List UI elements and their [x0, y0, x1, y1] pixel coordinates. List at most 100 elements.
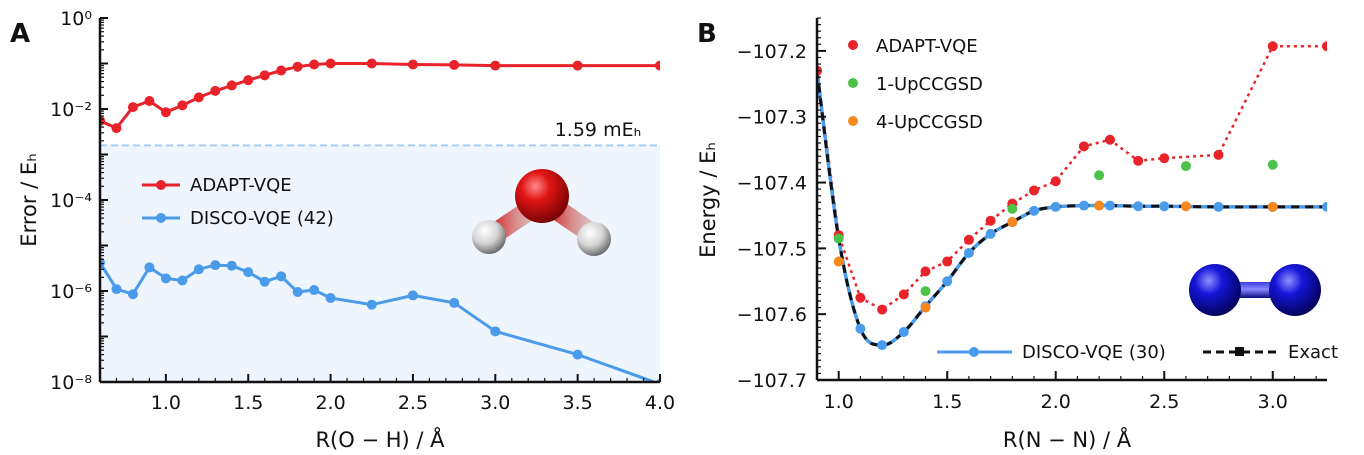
data-point-adapt-vqe: [572, 60, 583, 71]
data-point-adapt-vqe: [160, 107, 171, 118]
data-point-disco-vqe-30: [1133, 201, 1144, 212]
data-point-4-upccgsd: [1094, 200, 1105, 211]
data-point-adapt-vqe: [490, 60, 501, 71]
data-point-adapt-vqe: [243, 75, 254, 86]
data-point-adapt-vqe: [1213, 149, 1224, 160]
panel-b-x-tick-label: 2.5: [1149, 391, 1179, 413]
data-point-disco-vqe-42: [160, 273, 171, 284]
data-point-disco-vqe-42: [407, 290, 418, 301]
data-point-adapt-vqe: [210, 85, 221, 96]
data-point-adapt-vqe: [920, 266, 931, 277]
panel-a-y-tick-label: 10⁻⁸: [50, 372, 92, 394]
data-point-disco-vqe-42: [325, 293, 336, 304]
panel-b-label: B: [697, 19, 717, 49]
panel-b-x-tick-label: 2.0: [1041, 391, 1071, 413]
data-point-disco-vqe-42: [144, 262, 155, 273]
panel-a-y-tick-label: 10⁻²: [50, 99, 92, 121]
data-point-disco-vqe-42: [449, 297, 460, 308]
data-point-4-upccgsd: [1180, 201, 1191, 212]
water-molecule-image: [472, 169, 611, 256]
threshold-region: [100, 145, 660, 382]
panel-a-y-tick-label: 10⁻⁴: [50, 190, 92, 212]
data-point-1-upccgsd: [1180, 161, 1191, 172]
data-point-disco-vqe-42: [111, 284, 122, 295]
data-point-adapt-vqe: [325, 58, 336, 69]
panel-b-x-axis-label: R(N − N) / Å: [1003, 426, 1132, 452]
data-point-adapt-vqe: [1078, 141, 1089, 152]
data-point-disco-vqe-30: [985, 228, 996, 239]
panel-a-label: A: [10, 19, 30, 49]
data-point-adapt-vqe: [193, 92, 204, 103]
data-point-adapt-vqe: [259, 70, 270, 81]
data-point-adapt-vqe: [655, 60, 660, 71]
data-point-disco-vqe-30: [1050, 201, 1061, 212]
data-point-4-upccgsd: [920, 302, 931, 313]
legend-disco-vqe-label: DISCO-VQE (42): [190, 208, 334, 229]
data-point-adapt-vqe: [877, 304, 888, 315]
nitrogen-molecule-image: [1189, 264, 1321, 316]
data-point-1-upccgsd: [833, 233, 844, 244]
panel-b-x-tick-label: 1.5: [932, 391, 962, 413]
data-point-adapt-vqe: [1050, 176, 1061, 187]
legend-exact-label: Exact: [1288, 342, 1338, 363]
data-point-disco-vqe-30: [963, 247, 974, 258]
data-point-disco-vqe-42: [193, 264, 204, 275]
panel-b-y-tick-label: −107.2: [737, 41, 807, 63]
data-point-adapt-vqe: [407, 59, 418, 70]
data-point-disco-vqe-30: [1029, 205, 1040, 216]
data-point-adapt-vqe: [276, 65, 287, 76]
data-point-adapt-vqe: [226, 80, 237, 91]
panel-a-y-tick-label: 10⁻⁶: [50, 281, 92, 303]
legend-disco-vqe-marker: [142, 213, 180, 223]
legend-1-upccgsd-marker: [848, 78, 858, 88]
data-point-adapt-vqe: [111, 123, 122, 134]
panel-a-y-axis-label: Error / Eₕ: [17, 153, 41, 246]
legend-1-upccgsd-label: 1-UpCCGSD: [876, 74, 983, 95]
data-point-adapt-vqe: [1104, 134, 1115, 145]
panel-b-x-tick-label: 3.0: [1258, 391, 1288, 413]
panel-b-y-tick-label: −107.3: [737, 107, 807, 129]
data-point-disco-vqe-42: [177, 275, 188, 286]
data-point-adapt-vqe: [144, 95, 155, 106]
data-point-disco-vqe-42: [309, 285, 320, 296]
series-line-exact: [817, 70, 1327, 347]
data-point-disco-vqe-42: [226, 260, 237, 271]
panel-b-y-tick-label: −107.4: [737, 173, 807, 195]
data-point-disco-vqe-42: [127, 289, 138, 300]
panel-b-y-axis-label: Energy / Eₕ: [696, 142, 720, 258]
data-point-adapt-vqe: [898, 289, 909, 300]
data-point-adapt-vqe: [127, 102, 138, 113]
panel-a-x-tick-label: 1.5: [233, 392, 263, 414]
data-point-disco-vqe-42: [259, 276, 270, 287]
panel-a-x-tick-label: 3.5: [563, 392, 593, 414]
data-point-4-upccgsd: [1007, 217, 1018, 228]
data-point-adapt-vqe: [1133, 155, 1144, 166]
panel-b-x-tick-label: 1.0: [824, 391, 854, 413]
legend-adapt-vqe-b-label: ADAPT-VQE: [876, 36, 978, 57]
data-point-adapt-vqe: [1159, 153, 1170, 164]
data-point-disco-vqe-30: [942, 276, 953, 287]
panel-a-y-tick-label: 10⁰: [60, 8, 92, 30]
panel-b-y-tick-label: −107.6: [737, 304, 807, 326]
data-point-adapt-vqe: [309, 59, 320, 70]
data-point-adapt-vqe: [449, 59, 460, 70]
data-point-adapt-vqe: [1267, 41, 1278, 52]
data-point-4-upccgsd: [833, 256, 844, 267]
data-point-adapt-vqe: [177, 100, 188, 111]
data-point-disco-vqe-30: [1213, 201, 1224, 212]
data-point-adapt-vqe: [855, 292, 866, 303]
data-point-adapt-vqe: [963, 234, 974, 245]
threshold-label: 1.59 mEₕ: [555, 119, 642, 141]
data-point-adapt-vqe: [292, 61, 303, 72]
data-point-adapt-vqe: [1322, 41, 1327, 52]
data-point-disco-vqe-42: [490, 326, 501, 337]
data-point-adapt-vqe: [1029, 185, 1040, 196]
data-point-disco-vqe-42: [276, 271, 287, 282]
panel-a-chart: 10⁻⁸ 10⁻⁶ 10⁻⁴ 10⁻² 10⁰ 1.0 1.5 2.0 2.5 3.0 3.5 4.0: [50, 8, 675, 414]
panel-b-legend-top: ADAPT-VQE 1-UpCCGSD 4-UpCCGSD: [848, 36, 983, 133]
data-point-disco-vqe-30: [898, 326, 909, 337]
data-point-adapt-vqe: [942, 256, 953, 267]
legend-disco-vqe-30-marker: [937, 347, 1012, 357]
data-point-adapt-vqe: [366, 58, 377, 69]
panel-a-x-tick-label: 2.5: [398, 392, 428, 414]
